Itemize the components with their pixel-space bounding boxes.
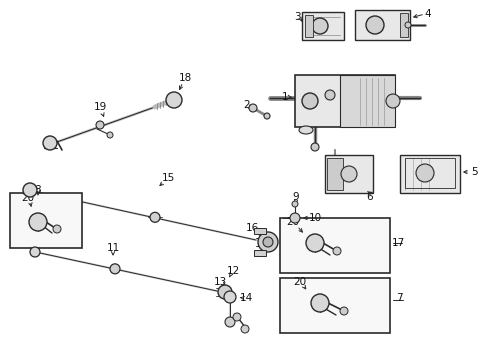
Ellipse shape bbox=[298, 126, 312, 134]
Bar bbox=[253, 228, 265, 234]
Bar bbox=[294, 75, 394, 127]
Circle shape bbox=[23, 183, 37, 197]
Bar bbox=[280, 278, 389, 333]
Text: 6: 6 bbox=[366, 192, 372, 202]
Circle shape bbox=[332, 247, 340, 255]
Circle shape bbox=[96, 121, 104, 129]
Circle shape bbox=[404, 22, 410, 28]
Circle shape bbox=[263, 237, 272, 247]
Circle shape bbox=[264, 113, 269, 119]
Circle shape bbox=[339, 307, 347, 315]
Text: 3: 3 bbox=[293, 12, 300, 22]
Text: 7: 7 bbox=[395, 293, 402, 303]
Circle shape bbox=[340, 166, 356, 182]
Circle shape bbox=[415, 164, 433, 182]
Circle shape bbox=[310, 294, 328, 312]
Text: 15: 15 bbox=[161, 173, 174, 183]
Text: 2: 2 bbox=[243, 100, 250, 110]
Bar bbox=[10, 193, 82, 248]
Bar bbox=[399, 13, 407, 37]
Text: 20: 20 bbox=[21, 193, 35, 203]
Circle shape bbox=[291, 201, 297, 207]
Bar bbox=[326, 158, 342, 190]
Text: 11: 11 bbox=[106, 243, 120, 253]
Circle shape bbox=[289, 213, 299, 223]
Circle shape bbox=[325, 90, 334, 100]
Bar bbox=[354, 10, 409, 40]
Circle shape bbox=[29, 213, 47, 231]
Circle shape bbox=[43, 136, 57, 150]
Bar bbox=[280, 218, 389, 273]
Circle shape bbox=[224, 291, 236, 303]
Text: 5: 5 bbox=[470, 167, 476, 177]
Text: 12: 12 bbox=[226, 266, 239, 276]
Circle shape bbox=[241, 325, 248, 333]
Circle shape bbox=[107, 132, 113, 138]
Text: 9: 9 bbox=[292, 192, 299, 202]
Bar bbox=[339, 75, 394, 127]
Text: 20: 20 bbox=[286, 217, 299, 227]
Circle shape bbox=[258, 232, 278, 252]
Text: 8: 8 bbox=[35, 185, 41, 195]
Text: 10: 10 bbox=[308, 213, 321, 223]
Text: 4: 4 bbox=[424, 9, 430, 19]
Circle shape bbox=[30, 247, 40, 257]
Circle shape bbox=[165, 92, 182, 108]
Circle shape bbox=[385, 94, 399, 108]
Bar bbox=[253, 250, 265, 256]
Bar bbox=[404, 158, 454, 188]
Text: 13: 13 bbox=[213, 277, 226, 287]
Circle shape bbox=[310, 143, 318, 151]
Bar bbox=[305, 15, 312, 37]
Text: 17: 17 bbox=[390, 238, 404, 248]
Circle shape bbox=[224, 317, 235, 327]
Circle shape bbox=[311, 18, 327, 34]
Circle shape bbox=[110, 264, 120, 274]
Circle shape bbox=[53, 225, 61, 233]
Bar bbox=[325, 155, 372, 193]
Text: 14: 14 bbox=[239, 293, 252, 303]
Bar bbox=[302, 12, 343, 40]
Circle shape bbox=[232, 313, 241, 321]
Circle shape bbox=[150, 212, 160, 222]
Bar bbox=[399, 155, 459, 193]
Circle shape bbox=[365, 16, 383, 34]
Text: 16: 16 bbox=[245, 223, 258, 233]
Text: 19: 19 bbox=[93, 102, 106, 112]
Circle shape bbox=[248, 104, 257, 112]
Text: 1: 1 bbox=[281, 92, 288, 102]
Circle shape bbox=[302, 93, 317, 109]
Circle shape bbox=[305, 234, 324, 252]
Circle shape bbox=[218, 285, 231, 299]
Text: 20: 20 bbox=[293, 277, 306, 287]
Text: 18: 18 bbox=[178, 73, 191, 83]
